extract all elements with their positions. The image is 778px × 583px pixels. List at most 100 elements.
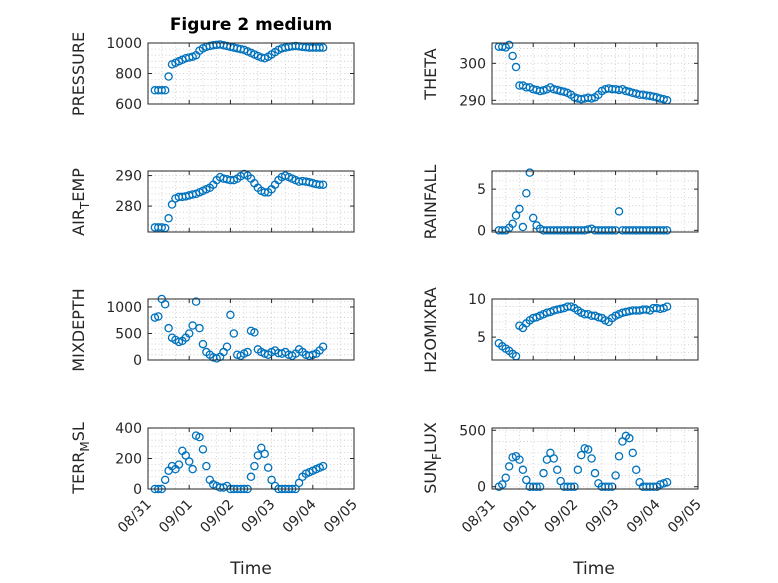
data-point — [318, 43, 328, 52]
data-point — [164, 323, 173, 333]
data-point — [195, 432, 204, 442]
data-point — [611, 471, 620, 480]
figure-title: Figure 2 medium — [170, 15, 332, 35]
data-point — [263, 463, 273, 472]
data-point — [515, 455, 524, 464]
data-point — [522, 189, 531, 198]
data-point — [498, 480, 507, 489]
data-point — [198, 339, 208, 349]
axes-background — [148, 171, 354, 232]
data-point — [160, 475, 170, 485]
data-point — [508, 219, 517, 229]
data-point — [659, 226, 668, 235]
x-tick-label: 09/02 — [541, 497, 581, 537]
data-point — [250, 461, 259, 471]
subplot-rainfall: 0 5 RAINFALL — [421, 165, 699, 240]
y-tick-label: 290 — [115, 169, 142, 185]
x-tick-label: 09/03 — [239, 497, 279, 537]
data-point — [549, 454, 559, 463]
data-point — [515, 204, 524, 214]
y-tick-label: 0 — [477, 480, 486, 496]
data-point — [590, 468, 600, 478]
data-point — [260, 188, 269, 197]
data-point — [188, 464, 197, 474]
x-tick-label: 09/05 — [665, 497, 705, 537]
y-tick-label: 600 — [115, 97, 142, 113]
y-axis-label: RAINFALL — [421, 165, 440, 240]
y-tick-label: 10 — [468, 292, 486, 308]
data-point — [318, 180, 328, 189]
y-tick-label: 280 — [115, 199, 142, 215]
data-point — [511, 211, 521, 220]
y-tick-label: 0 — [477, 223, 486, 239]
data-point — [662, 226, 672, 235]
data-point — [511, 62, 521, 72]
data-point — [184, 457, 194, 466]
y-axis-label: SUNFLUX — [421, 422, 444, 494]
x-tick-label: 09/03 — [583, 497, 623, 537]
data-point — [504, 462, 514, 471]
axes-frame — [491, 427, 699, 490]
axes-frame — [491, 170, 699, 233]
data-point — [528, 213, 538, 223]
data-point — [226, 310, 235, 320]
y-tick-label: 500 — [115, 326, 142, 342]
y-axis-label: H2OMIXRA — [421, 287, 440, 373]
data-point — [246, 472, 256, 482]
subplot-sun-flux: 0 500 08/31 09/01 09/02 09/03 09/04 09/05 SUNFLU… — [421, 422, 705, 536]
data-point — [154, 312, 163, 321]
data-point — [662, 477, 672, 487]
data-point — [518, 465, 528, 475]
y-tick-label: 200 — [115, 452, 142, 468]
data-point — [570, 482, 579, 491]
x-tick-label: 09/04 — [624, 496, 664, 536]
subplot-pressure: 600 800 1000 PRESSURE — [69, 32, 355, 116]
axes-frame — [147, 298, 355, 361]
data-point — [150, 313, 160, 322]
subplot-mixdepth: 0 500 1000 MIXDEPTH — [69, 288, 355, 372]
data-point — [583, 445, 593, 454]
y-axis-label: PRESSURE — [69, 32, 88, 116]
data-point — [157, 223, 166, 232]
data-point — [160, 86, 170, 95]
axes-frame — [491, 42, 699, 105]
data-point — [174, 337, 184, 347]
data-point — [587, 454, 596, 463]
y-tick-label: 500 — [459, 423, 486, 439]
data-point — [164, 214, 173, 223]
data-point — [522, 475, 531, 485]
data-point — [628, 448, 638, 458]
y-axis-label: MIXDEPTH — [69, 288, 88, 371]
data-point — [174, 460, 184, 469]
y-tick-label: 400 — [115, 421, 142, 437]
x-tick-label: 08/31 — [115, 497, 155, 537]
data-point — [594, 313, 603, 322]
y-tick-label: 5 — [477, 182, 486, 198]
x-axis-label-right: Time — [572, 559, 615, 579]
data-point — [260, 449, 269, 459]
data-point — [518, 222, 528, 232]
y-tick-label: 0 — [133, 482, 142, 498]
data-point — [604, 482, 613, 491]
x-axis-label-left: Time — [229, 559, 272, 579]
data-point — [191, 297, 201, 306]
data-point — [164, 72, 173, 81]
y-tick-label: 800 — [115, 67, 142, 83]
data-point — [318, 342, 328, 351]
x-tick-label: 09/04 — [280, 496, 320, 536]
data-point — [504, 40, 514, 50]
data-point — [552, 465, 562, 475]
data-point — [157, 86, 166, 95]
subplots: 6008001000PRESSURE280290AIRTEMP05001000M… — [69, 32, 705, 536]
x-tick-label: 09/01 — [156, 497, 196, 537]
y-axis-label: AIRTEMP — [69, 168, 92, 236]
y-axis-label: THETA — [421, 48, 440, 100]
y-tick-label: 5 — [477, 330, 486, 346]
data-point — [614, 207, 624, 216]
data-point — [229, 329, 239, 338]
data-point — [315, 180, 324, 189]
y-tick-label: 1000 — [106, 36, 142, 52]
data-point — [535, 482, 545, 491]
data-point — [315, 43, 324, 52]
